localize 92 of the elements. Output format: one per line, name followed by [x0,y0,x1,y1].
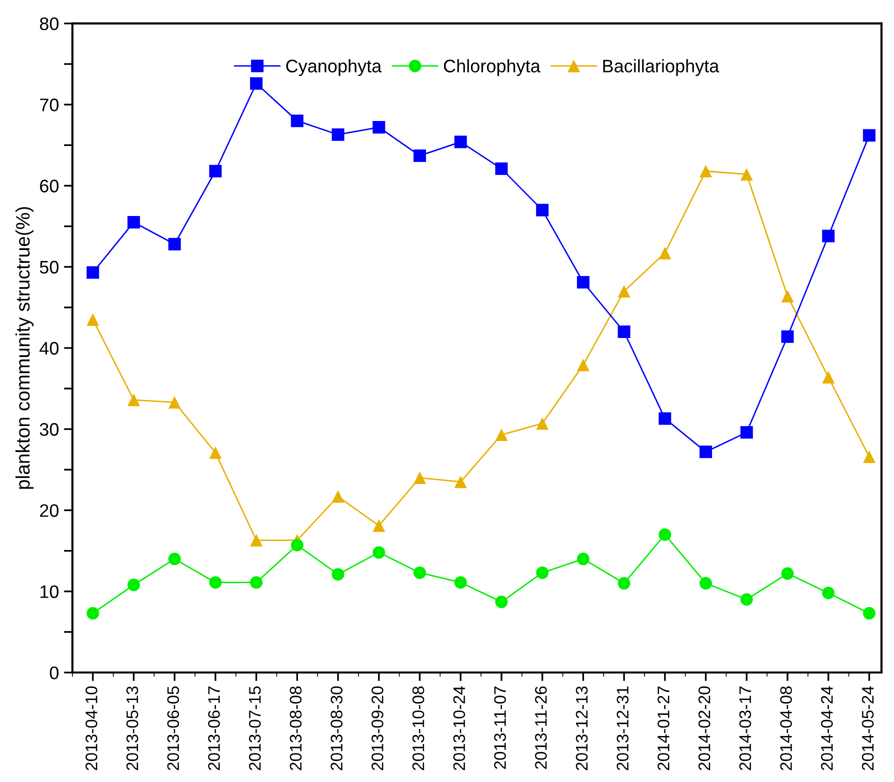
y-tick-label: 60 [40,180,59,192]
point [168,552,181,566]
x-tick-label: 2013-05-13 [126,686,138,770]
x-tick-label: 2013-07-15 [248,686,261,770]
point [700,577,712,590]
point [862,129,876,142]
point [740,426,753,439]
point [332,128,344,141]
point [209,164,222,178]
x-tick-label: 2014-04-24 [821,686,833,770]
point [86,607,100,620]
point [250,77,263,90]
point [454,576,467,589]
point [168,238,181,250]
x-tick-label: 2014-05-24 [862,686,874,770]
x-tick-label: 2013-09-20 [372,686,384,770]
point [822,230,835,242]
point [454,476,467,488]
point [168,396,181,409]
point [495,596,508,608]
x-tick-label: 2013-11-07 [494,686,506,769]
point [862,607,876,620]
x-tick-label: 2014-02-20 [698,686,710,770]
point [576,358,590,372]
point [658,412,672,425]
point [536,204,549,216]
x-tick-label: 2013-12-13 [576,686,588,770]
y-tick-label: 40 [40,342,59,355]
point [700,446,712,458]
x-tick-label: 2013-06-05 [167,686,180,770]
point [413,472,426,484]
x-tick-label: 2013-08-30 [330,686,342,770]
point [209,446,222,459]
y-tick-label: 70 [40,98,59,112]
point [658,246,672,260]
legend-label: Cyanophyta [286,59,382,76]
point [372,519,386,532]
legend-label: Chlorophyta [444,59,540,76]
point [372,546,386,559]
x-tick-label: 2013-10-08 [412,686,424,770]
y-axis-title: plankton community structrue(%) [15,207,34,489]
x-tick-label: 2014-04-08 [780,686,792,770]
x-tick-label: 2013-11-26 [535,686,547,769]
point [822,586,835,600]
y-tick-label: 0 [50,666,59,680]
point [862,450,876,463]
point [618,326,630,338]
point [740,168,753,181]
point [86,266,100,279]
point [740,593,753,606]
point [781,330,794,343]
x-tick-label: 2013-10-24 [453,686,466,770]
point [127,394,140,406]
point [332,490,344,503]
point [127,216,140,228]
point [700,164,712,178]
point [250,576,263,589]
point [618,577,630,590]
point [822,370,835,384]
point [576,552,590,566]
y-tick-label: 50 [40,260,59,274]
x-tick-label: 2014-03-17 [739,686,752,770]
point [454,136,467,148]
x-tick-label: 2013-06-17 [208,686,220,770]
point [576,276,590,289]
point [536,566,549,579]
x-tick-label: 2013-08-08 [290,686,302,770]
point [495,162,508,175]
point [618,284,630,298]
point [86,313,100,326]
x-tick-label: 2013-04-10 [86,686,98,770]
point [658,528,672,541]
point [209,576,222,589]
legend-label: Bacillariophyta [603,59,720,76]
point [250,534,263,547]
x-tick-label: 2013-12-31 [616,686,629,770]
y-tick-label: 10 [40,585,59,598]
point [413,149,426,162]
point [536,417,549,430]
y-tick-label: 30 [40,423,59,436]
point [781,290,794,302]
y-tick-label: 20 [40,504,59,517]
point [290,114,304,128]
point [413,566,426,579]
x-tick-label: 2014-01-27 [658,686,670,770]
y-tick-label: 80 [40,17,59,30]
point [781,567,794,580]
point [372,121,386,134]
point [290,538,304,552]
point [127,578,140,592]
point [495,428,508,442]
point [332,568,344,581]
